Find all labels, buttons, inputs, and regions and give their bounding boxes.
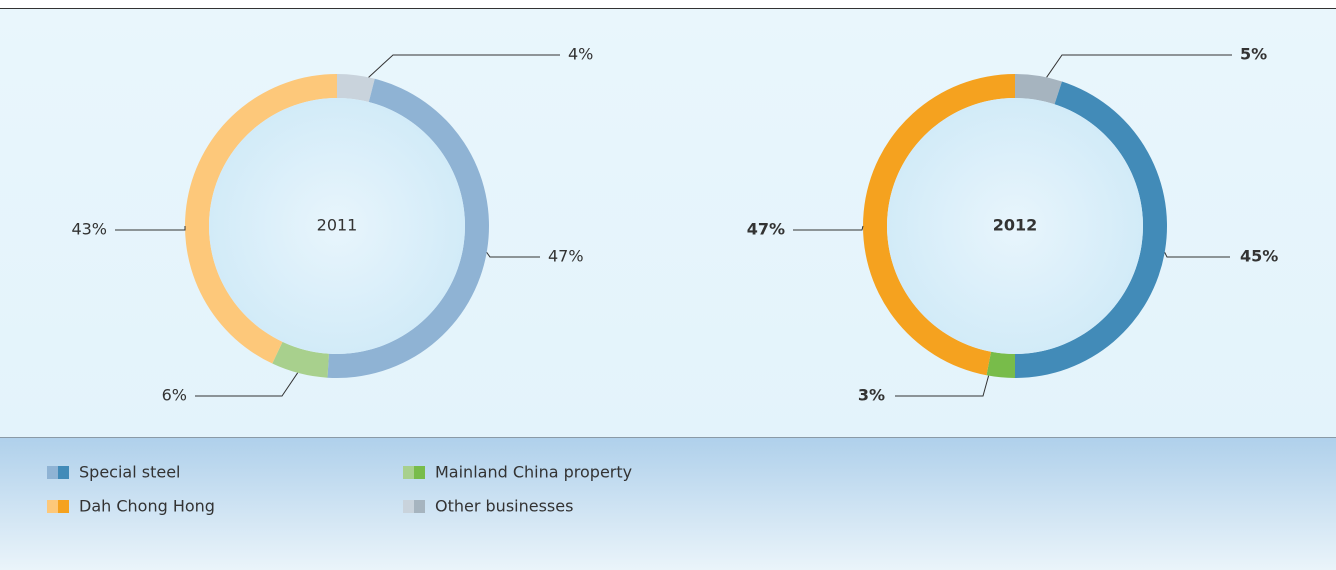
legend-swatch [47,466,58,479]
legend-swatch [58,500,69,513]
legend-swatch [403,466,414,479]
donut-segment [986,351,1015,378]
leader-line [486,252,540,258]
legend-label: Special steel [79,463,180,482]
donut-segment [327,78,490,379]
legend-label: Other businesses [435,497,573,516]
leader-line [1164,252,1230,258]
leader-line [1046,54,1232,78]
legend-swatch [403,500,414,513]
leader-line [368,54,560,78]
donut-hole [887,98,1143,354]
legend-label: Mainland China property [435,463,632,482]
legend-swatch [58,466,69,479]
leader-line [115,226,186,231]
donut-segment [863,74,1015,376]
chart-title: 2012 [993,216,1038,235]
leader-line [793,225,864,231]
legend-area [0,437,1336,570]
legend-swatch [414,500,425,513]
data-label: 5% [1240,45,1267,64]
donut-segment [185,74,337,364]
donut-segment [337,74,375,103]
data-label: 4% [568,45,593,64]
data-label: 6% [162,386,187,405]
data-label: 47% [548,247,584,266]
legend-swatch [414,466,425,479]
donut-segment [1015,74,1062,105]
chart-title: 2011 [317,216,358,235]
data-label: 43% [71,220,107,239]
legend-swatch [47,500,58,513]
leader-line [895,375,990,397]
data-label: 3% [858,386,885,405]
legend-label: Dah Chong Hong [79,497,215,516]
leader-line [195,372,299,397]
donut-segment [272,341,329,378]
data-label: 47% [747,220,785,239]
donut-segment [1015,81,1167,379]
donut-hole [209,98,465,354]
data-label: 45% [1240,247,1278,266]
